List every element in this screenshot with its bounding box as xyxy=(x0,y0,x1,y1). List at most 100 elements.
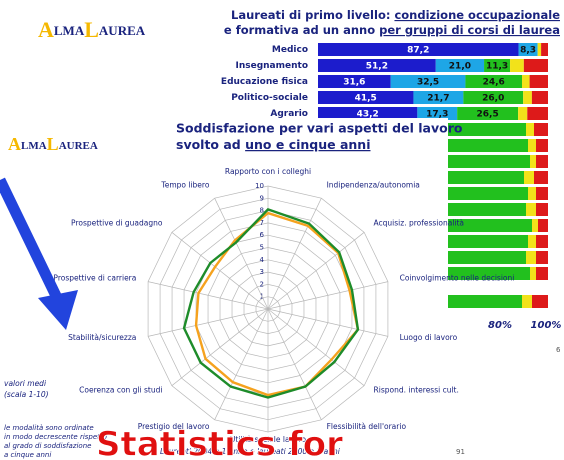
radar-slide: ALMALAUREA Soddisfazione per vari aspett… xyxy=(0,118,514,460)
bar-segment xyxy=(390,75,466,88)
bar-segment xyxy=(537,43,542,56)
bar-segment xyxy=(518,107,528,120)
logo-part: A xyxy=(38,17,54,42)
note: al grado di soddisfazione xyxy=(4,442,91,450)
page-number: 91 xyxy=(456,448,465,456)
note: a cinque anni xyxy=(4,451,51,459)
bar-segment xyxy=(318,43,519,56)
radar-chart: 12345678910Rapporto con i colleghiIndipe… xyxy=(53,167,514,444)
note: valori medi xyxy=(4,379,47,388)
note: le modalità sono ordinate xyxy=(4,424,94,432)
category-label: Stabilità/sicurezza xyxy=(68,333,136,342)
bar-segment xyxy=(522,75,530,88)
row-label: Medico xyxy=(272,45,308,55)
title-line: Laureati di primo livello: condizione oc… xyxy=(231,8,560,22)
row-label: Agrario xyxy=(270,109,308,119)
title-line: e formativa ad un anno per gruppi di cor… xyxy=(224,23,560,37)
r-tick-label: 4 xyxy=(260,256,265,264)
bar-value-label: 26,5 xyxy=(477,110,499,120)
logo-part: L xyxy=(84,17,99,42)
r-tick-label: 3 xyxy=(260,268,264,276)
spoke xyxy=(267,232,365,310)
spoke xyxy=(267,308,322,420)
bar-segment xyxy=(413,91,464,104)
category-label: Luogo di lavoro xyxy=(400,333,458,342)
footer: Laureati 2004 a 1 anno e laureati 2000 a… xyxy=(160,447,341,456)
bar-value-label: 17,3 xyxy=(426,110,448,120)
logo-part: AUREA xyxy=(99,23,146,38)
r-tick-label: 9 xyxy=(260,194,264,202)
series-line xyxy=(182,207,360,399)
chart-title: Soddisfazione per vari aspetti del lavor… xyxy=(176,121,463,136)
title-part: svolto ad xyxy=(176,137,245,152)
category-label: Tempo libero xyxy=(160,181,209,190)
bar-segment xyxy=(318,91,414,104)
bar-segment xyxy=(417,107,458,120)
spoke xyxy=(148,281,269,310)
bar-segment xyxy=(318,107,418,120)
r-tick-label: 6 xyxy=(260,231,265,239)
bar-value-label: 8,3 xyxy=(520,46,536,56)
title-part: uno e cinque anni xyxy=(245,137,370,152)
bar-segment xyxy=(527,107,548,120)
bar-value-label: 11,3 xyxy=(486,62,508,72)
bar-segment xyxy=(465,75,523,88)
category-label: Prospettive di carriera xyxy=(53,274,136,283)
bar-value-label: 26,0 xyxy=(482,94,504,104)
spoke xyxy=(267,198,322,310)
bar-segment xyxy=(318,75,391,88)
bar-segment xyxy=(510,59,524,72)
category-label: Rispond. interessi cult. xyxy=(374,386,459,395)
bar-segment xyxy=(463,91,524,104)
note: in modo decrescente rispetto xyxy=(4,433,107,441)
r-tick-label: 8 xyxy=(260,207,264,215)
bar-segment xyxy=(529,75,548,88)
title-part: Laureati di primo livello: xyxy=(231,8,394,22)
axis-label: 100% xyxy=(531,320,562,331)
bar-value-label: 87,2 xyxy=(407,46,429,56)
r-tick-label: 10 xyxy=(255,182,264,190)
row-label: Educazione fisica xyxy=(221,77,308,87)
hidden-rows xyxy=(448,123,548,308)
bar-segment xyxy=(531,91,548,104)
bar-segment xyxy=(484,59,511,72)
bar-value-label: 31,6 xyxy=(343,78,365,88)
logo-part: LMA xyxy=(54,23,85,38)
bar-value-label: 32,5 xyxy=(417,78,439,88)
row-label: Insegnamento xyxy=(235,61,308,71)
spoke xyxy=(267,308,388,337)
r-tick-label: 2 xyxy=(260,280,264,288)
category-label: Rapporto con i colleghi xyxy=(225,167,311,176)
spoke xyxy=(214,308,269,420)
bar-segment xyxy=(518,43,538,56)
title-part: per gruppi di corsi di laurea xyxy=(379,23,560,37)
bar-segment xyxy=(457,107,519,120)
logo-part: LMA xyxy=(21,140,47,152)
category-label: Flessibilità dell'orario xyxy=(327,422,407,431)
spoke xyxy=(171,232,269,310)
logo-part: AUREA xyxy=(59,140,98,152)
bar-segment xyxy=(523,91,532,104)
bar-value-label: 43,2 xyxy=(357,110,379,120)
title-part: condizione occupazionale xyxy=(394,8,560,22)
series-line xyxy=(194,211,360,397)
note: (scala 1-10) xyxy=(4,390,49,399)
bar-segment xyxy=(541,43,548,56)
bar-value-label: 51,2 xyxy=(366,62,388,72)
bar-value-label: 21,0 xyxy=(449,62,471,72)
category-label: Utilità sociale lavoro xyxy=(230,435,307,444)
spoke xyxy=(148,308,269,337)
r-tick-label: 5 xyxy=(260,244,264,252)
category-label: Prestigio del lavoro xyxy=(138,422,210,431)
chart-title: svolto ad uno e cinque anni xyxy=(176,137,370,152)
category-label: Indipendenza/autonomia xyxy=(327,181,420,190)
bar-segment xyxy=(318,59,436,72)
spoke xyxy=(171,308,269,386)
title-part: e formativa ad un anno xyxy=(224,23,379,37)
spoke xyxy=(214,198,269,310)
logo: ALMALAUREA xyxy=(38,17,146,42)
category-label: Coerenza con gli studi xyxy=(79,386,162,395)
spoke xyxy=(267,281,388,310)
axis-label: 80% xyxy=(488,320,512,331)
